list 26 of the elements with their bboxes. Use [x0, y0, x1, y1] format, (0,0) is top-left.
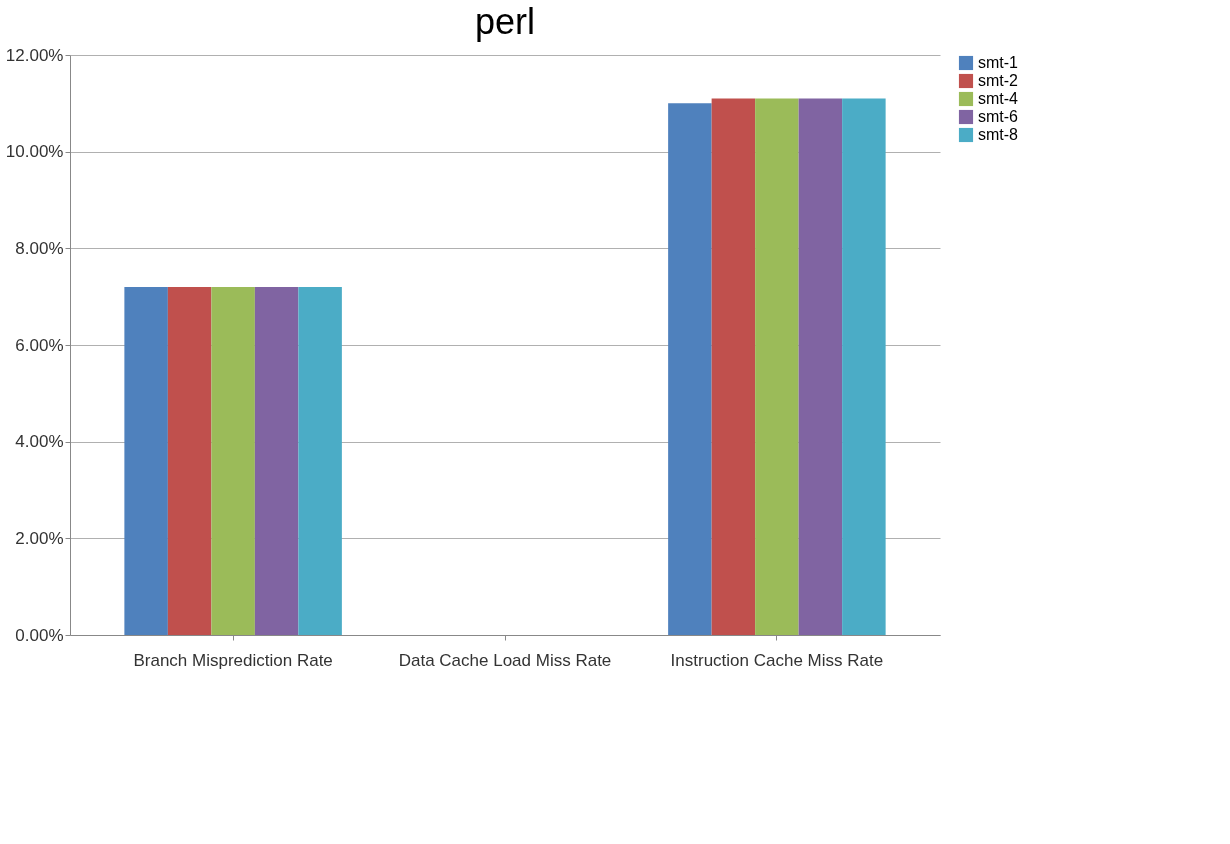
y-tick-label: 2.00% [15, 528, 64, 548]
y-tick-label: 10.00% [5, 142, 64, 162]
y-tick-label: 8.00% [15, 238, 64, 258]
legend-label: smt-1 [978, 54, 1019, 71]
x-tick-label: Data Cache Load Miss Rate [398, 650, 612, 670]
bar [167, 287, 212, 635]
bar [211, 287, 255, 635]
y-tick-label: 0.00% [15, 625, 64, 645]
bar [668, 103, 712, 635]
legend-label: smt-2 [978, 72, 1019, 89]
y-tick-label: 4.00% [15, 432, 64, 452]
bar [798, 98, 843, 635]
bar [842, 98, 886, 635]
bar [298, 287, 342, 635]
legend-label: smt-8 [978, 126, 1019, 143]
bar [254, 287, 299, 635]
legend-label: smt-4 [978, 90, 1019, 107]
legend-label: smt-6 [978, 108, 1019, 125]
bar [124, 287, 168, 635]
x-tick-label: Instruction Cache Miss Rate [670, 650, 884, 670]
y-tick-label: 12.00% [5, 45, 64, 65]
chart-title: perl [474, 1, 536, 42]
y-tick-label: 6.00% [15, 335, 64, 355]
bar [755, 98, 799, 635]
x-tick-label: Branch Misprediction Rate [133, 650, 333, 670]
bar [711, 98, 756, 635]
